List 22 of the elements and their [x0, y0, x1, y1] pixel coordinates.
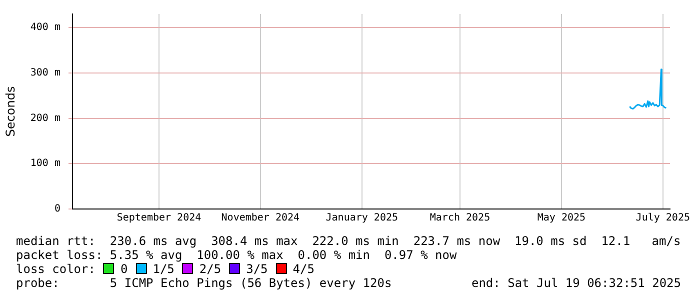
x-tick-label: July 2025 — [636, 212, 690, 224]
y-tick-label: 300 m — [30, 68, 61, 79]
x-tick-label: November 2024 — [221, 212, 300, 224]
text: loss color: — [16, 262, 96, 276]
y-axis-title: Seconds — [3, 86, 18, 137]
text: 0 — [120, 262, 128, 276]
text: 4/5 — [292, 262, 314, 276]
text: probe: 5 ICMP Echo Pings (56 Bytes) every 120s — [16, 276, 392, 290]
x-tick-label: January 2025 — [326, 212, 398, 224]
y-tick-label: 400 m — [30, 22, 61, 34]
text: 1/5 — [152, 262, 174, 276]
x-tick-label: March 2025 — [430, 212, 490, 224]
y-tick-label: 100 m — [30, 158, 61, 170]
text: median rtt: 230.6 ms avg 308.4 ms max 222.0 ms min 223.7 ms now 19.0 ms sd 12.1 am/s — [16, 234, 681, 248]
text: 3/5 — [246, 262, 268, 276]
y-tick-label: 200 m — [30, 112, 61, 124]
text: end: Sat Jul 19 06:32:51 2025 — [471, 276, 681, 290]
x-tick-label: September 2024 — [116, 212, 202, 224]
x-tick-label: May 2025 — [537, 212, 586, 224]
text: 2/5 — [199, 262, 222, 276]
text: packet loss: 5.35 % avg 100.00 % max 0.00 % min 0.97 % now — [16, 248, 457, 262]
y-tick-label: 0 — [54, 204, 61, 215]
